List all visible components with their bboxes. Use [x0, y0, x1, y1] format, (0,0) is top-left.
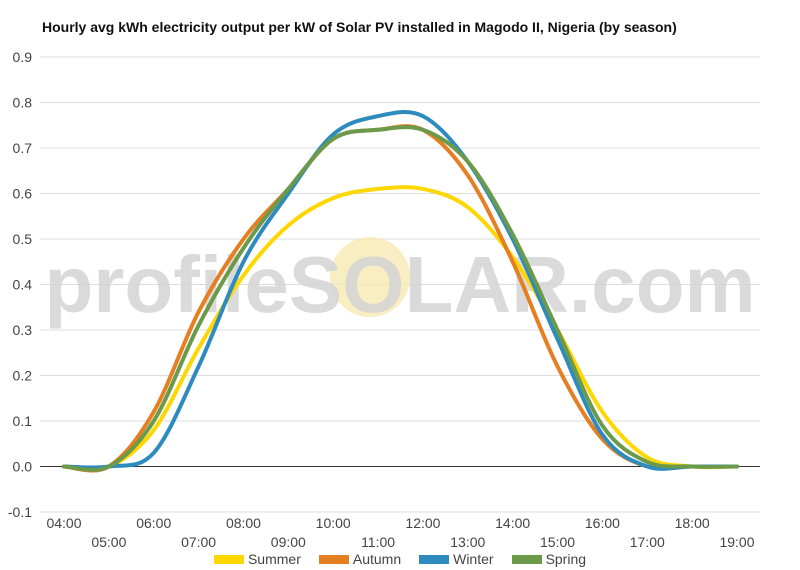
- chart-title: Hourly avg kWh electricity output per kW…: [42, 19, 677, 35]
- y-tick-label: -0.1: [8, 504, 32, 520]
- x-tick-label: 16:00: [585, 515, 620, 531]
- legend: Summer Autumn Winter Spring: [0, 549, 800, 569]
- y-tick-label: 0.8: [13, 95, 33, 111]
- legend-item-spring[interactable]: Spring: [511, 549, 587, 569]
- x-tick-label: 09:00: [271, 534, 306, 550]
- legend-swatch: [419, 554, 450, 564]
- x-tick-label: 13:00: [450, 534, 485, 550]
- x-tick-label: 14:00: [495, 515, 530, 531]
- y-tick-label: 0.0: [13, 459, 33, 475]
- x-tick-label: 08:00: [226, 515, 261, 531]
- series: [62, 110, 739, 473]
- legend-label: Autumn: [352, 551, 402, 567]
- x-tick-label: 11:00: [361, 534, 395, 550]
- series-line-summer: [62, 185, 739, 472]
- legend-label: Summer: [247, 551, 301, 567]
- y-tick-label: 0.9: [13, 49, 33, 65]
- legend-label: Winter: [453, 551, 494, 567]
- legend-swatch: [511, 554, 542, 564]
- x-tick-label: 05:00: [91, 534, 126, 550]
- y-tick-label: 0.6: [13, 186, 33, 202]
- y-tick-label: 0.5: [13, 231, 33, 247]
- y-tick-label: 0.3: [13, 322, 33, 338]
- series-line-spring: [62, 125, 739, 472]
- watermark-sun-icon: [330, 237, 410, 317]
- series-line-winter: [62, 110, 739, 471]
- x-tick-label: 04:00: [46, 515, 81, 531]
- x-tick-label: 18:00: [675, 515, 710, 531]
- legend-label: Spring: [545, 551, 587, 567]
- legend-swatch: [213, 554, 244, 564]
- x-tick-label: 17:00: [630, 534, 665, 550]
- legend-item-autumn[interactable]: Autumn: [318, 549, 402, 569]
- x-tick-label: 06:00: [136, 515, 171, 531]
- x-axis: 04:00 05:00 06:00 07:00 08:00 09:00 10:00 11:00…: [46, 515, 754, 550]
- watermark-text: profileSOLAR.com: [44, 240, 755, 329]
- y-tick-label: 0.7: [13, 140, 33, 156]
- y-tick-label: 0.2: [13, 368, 33, 384]
- y-tick-label: 0.4: [13, 277, 33, 293]
- y-axis: -0.1 0.0 0.1 0.2 0.3 0.4 0.5 0.6 0.7 0.8 0.9: [8, 49, 32, 520]
- x-tick-label: 15:00: [540, 534, 575, 550]
- legend-item-summer[interactable]: Summer: [213, 549, 301, 569]
- x-tick-label: 12:00: [405, 515, 440, 531]
- y-tick-label: 0.1: [13, 413, 33, 429]
- legend-swatch: [318, 554, 349, 564]
- watermark: profileSOLAR.com: [44, 237, 756, 329]
- x-tick-label: 10:00: [316, 515, 351, 531]
- x-tick-label: 19:00: [719, 534, 754, 550]
- legend-item-winter[interactable]: Winter: [419, 549, 494, 569]
- x-tick-label: 07:00: [181, 534, 216, 550]
